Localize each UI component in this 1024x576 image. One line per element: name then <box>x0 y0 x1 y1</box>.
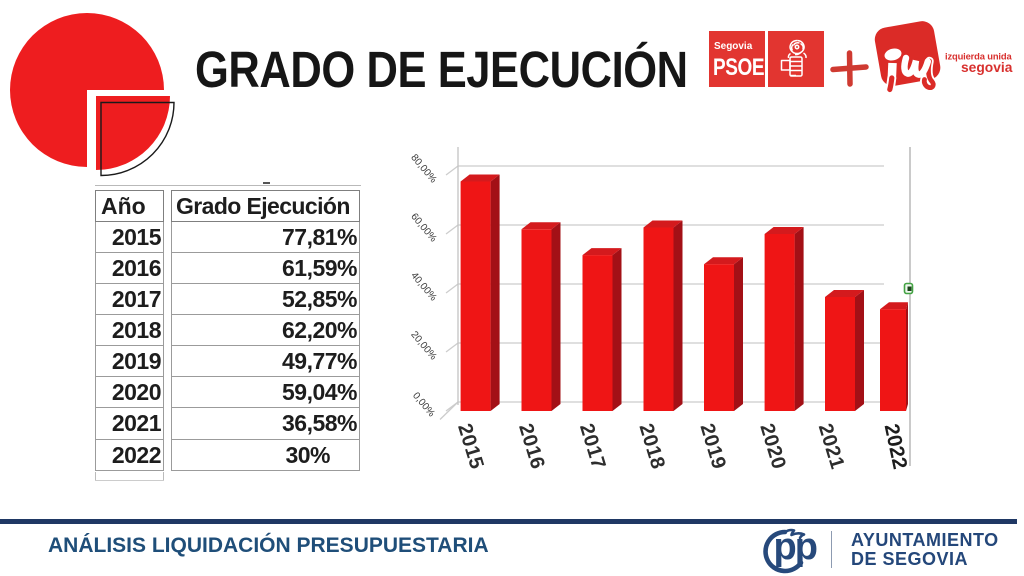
svg-text:segovia: segovia <box>961 60 1013 75</box>
svg-text:2018: 2018 <box>634 421 669 472</box>
svg-text:2022: 2022 <box>880 422 912 471</box>
svg-text:2019: 2019 <box>695 421 730 472</box>
svg-text:0,00%: 0,00% <box>410 390 437 419</box>
svg-text:80,00%: 80,00% <box>408 152 438 185</box>
svg-text:20,00%: 20,00% <box>408 329 438 362</box>
svg-text:2020: 2020 <box>755 421 790 472</box>
svg-text:2021: 2021 <box>814 421 849 472</box>
svg-text:60,00%: 60,00% <box>408 211 438 244</box>
svg-text:pp: pp <box>774 528 817 568</box>
svg-text:izquierda unida: izquierda unida <box>945 51 1012 62</box>
svg-text:2015: 2015 <box>453 421 488 472</box>
svg-text:40,00%: 40,00% <box>408 270 438 303</box>
svg-text:2017: 2017 <box>575 421 610 472</box>
svg-text:2016: 2016 <box>514 421 549 472</box>
